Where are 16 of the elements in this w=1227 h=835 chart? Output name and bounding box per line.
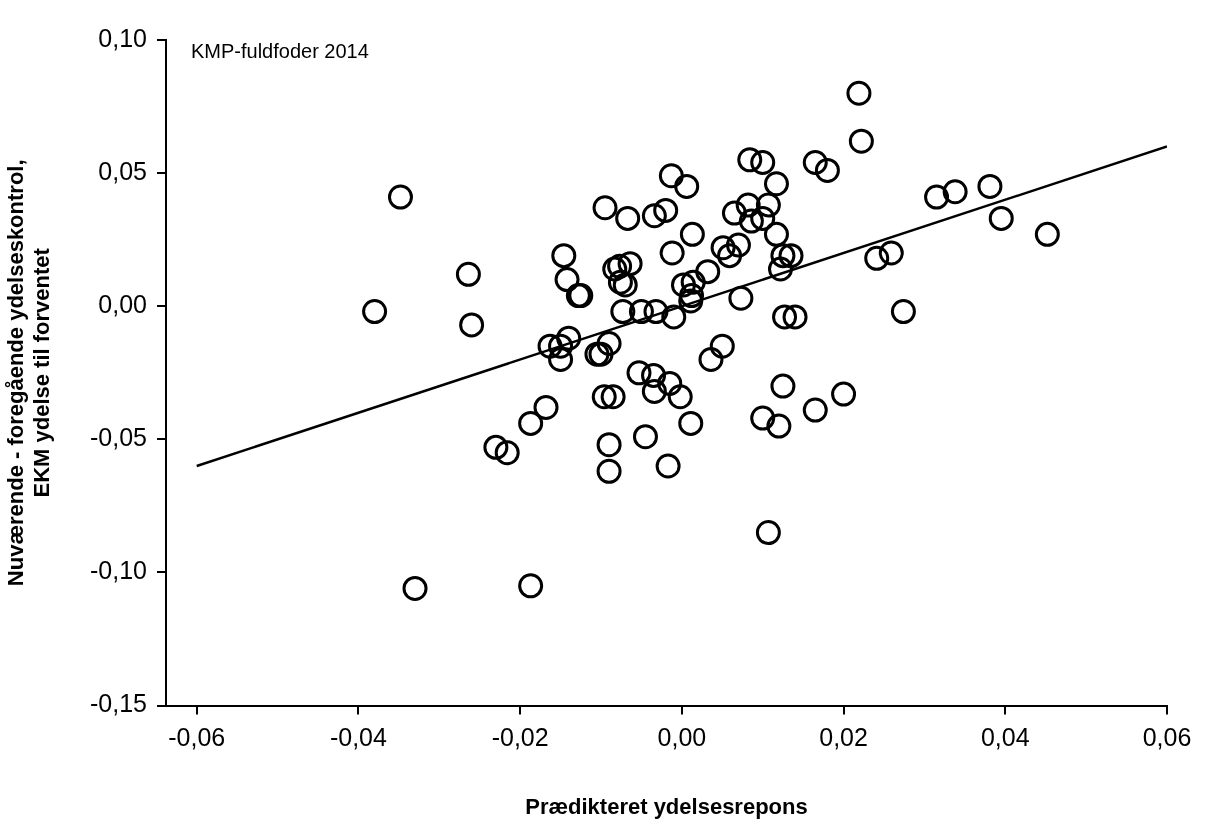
x-axis-title: Prædikteret ydelsesrepons: [525, 793, 808, 819]
y-tick-label: -0,10: [90, 556, 147, 585]
x-tick-label: 0,06: [1142, 723, 1192, 752]
x-tick-label: -0,06: [168, 723, 226, 752]
x-tick-label: 0,04: [980, 723, 1030, 752]
annotation: KMP-fuldfoder 2014: [190, 39, 369, 62]
x-tick-label: 0,00: [657, 723, 707, 752]
y-tick-label: 0,00: [98, 290, 147, 319]
y-tick-label: -0,15: [90, 689, 147, 718]
y-tick-label: -0,05: [90, 423, 147, 452]
x-tick-label: -0,02: [491, 723, 549, 752]
y-tick-label: 0,10: [98, 23, 147, 52]
y-tick-label: 0,05: [98, 157, 147, 186]
y-axis-title: Nuværende - foregående ydelseskontrol, EKM ydelse til forventet: [3, 159, 55, 587]
x-tick-label: -0,04: [329, 723, 388, 752]
x-tick-label: 0,02: [819, 723, 868, 752]
